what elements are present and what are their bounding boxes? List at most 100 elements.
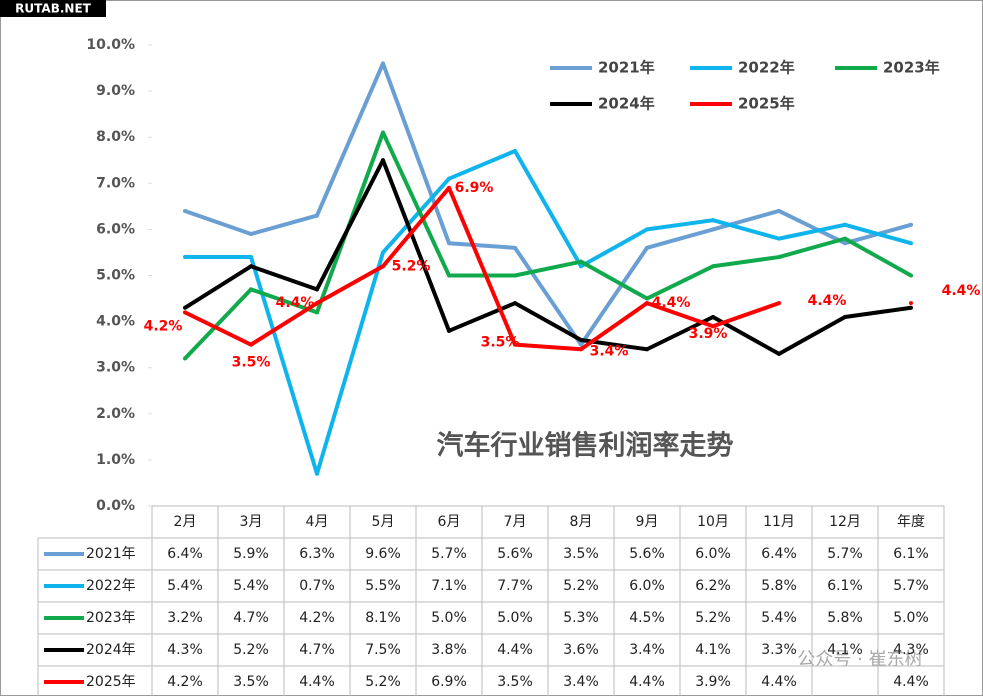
data-label: 3.9% [689, 326, 728, 342]
point [513, 342, 517, 347]
table-cell: 6.4% [761, 546, 797, 562]
point [645, 227, 649, 232]
point [249, 264, 253, 269]
point [711, 314, 715, 319]
data-label: 3.4% [590, 343, 629, 359]
y-tick-label: 8.0% [96, 129, 135, 145]
point [711, 227, 715, 232]
point [909, 222, 913, 227]
table-cell: 5.3% [563, 610, 599, 626]
table-cell: 3.5% [497, 674, 533, 690]
x-tick-label: 6月 [438, 514, 461, 530]
x-tick-label: 11月 [763, 514, 795, 530]
point [645, 301, 649, 306]
point [447, 185, 451, 190]
table-cell: 3.3% [761, 642, 797, 658]
table-cell: 5.4% [233, 578, 269, 594]
x-tick-label: 3月 [240, 514, 263, 530]
point [711, 324, 715, 329]
table-cell: 6.1% [827, 578, 863, 594]
table-cell: 3.9% [695, 674, 731, 690]
point [513, 301, 517, 306]
point [579, 347, 583, 352]
table-cell: 6.9% [431, 674, 467, 690]
point [777, 351, 781, 356]
point [381, 250, 385, 255]
table-cell: 5.9% [233, 546, 269, 562]
legend-label: 2024年 [598, 95, 655, 113]
point [909, 301, 913, 306]
point [711, 264, 715, 269]
data-label: 6.9% [455, 180, 494, 196]
point [777, 236, 781, 241]
table-cell: 5.7% [431, 546, 467, 562]
table-cell: 4.7% [299, 642, 335, 658]
table-cell: 4.5% [629, 610, 665, 626]
point [645, 347, 649, 352]
y-tick-label: 5.0% [96, 268, 135, 284]
legend-label: 2021年 [598, 59, 655, 77]
point [183, 255, 187, 260]
table-cell: 6.0% [629, 578, 665, 594]
point [183, 305, 187, 310]
table-cell: 7.5% [365, 642, 401, 658]
y-tick-label: 4.0% [96, 314, 135, 330]
data-label: 4.4% [942, 283, 981, 299]
y-tick-label: 3.0% [96, 360, 135, 376]
table-cell: 6.3% [299, 546, 335, 562]
point [777, 208, 781, 213]
data-label: 4.4% [276, 295, 315, 311]
table-cell: 5.4% [167, 578, 203, 594]
point [315, 310, 319, 315]
table-cell: 3.5% [563, 546, 599, 562]
point [183, 208, 187, 213]
point [843, 314, 847, 319]
point [249, 232, 253, 237]
chart-title: 汽车行业销售利润率走势 [437, 430, 734, 462]
data-label: 3.5% [232, 355, 271, 371]
watermark: RUTAB.NET [15, 2, 91, 16]
legend-label: 2022年 [738, 59, 795, 77]
x-tick-label: 10月 [697, 514, 729, 530]
table-cell: 5.8% [827, 610, 863, 626]
point [579, 338, 583, 343]
point [513, 149, 517, 154]
source-watermark: 公众号 · 崔东树 [797, 649, 922, 670]
table-cell: 5.0% [497, 610, 533, 626]
point [909, 273, 913, 278]
table-cell: 5.4% [761, 610, 797, 626]
legend-label: 2025年 [738, 95, 795, 113]
data-label: 4.2% [144, 318, 183, 334]
point [843, 241, 847, 246]
point [447, 176, 451, 181]
y-tick-label: 9.0% [96, 83, 135, 99]
table-cell: 5.2% [563, 578, 599, 594]
x-tick-label: 9月 [636, 514, 659, 530]
table-cell: 4.4% [629, 674, 665, 690]
table-cell: 3.4% [563, 674, 599, 690]
point [447, 273, 451, 278]
y-tick-label: 0.0% [96, 498, 135, 514]
point [249, 287, 253, 292]
data-label: 4.4% [652, 295, 691, 311]
point [513, 245, 517, 250]
y-tick-label: 7.0% [96, 175, 135, 191]
point [381, 264, 385, 269]
x-tick-label: 4月 [306, 514, 329, 530]
table-series-name: 2021年 [86, 546, 136, 562]
point [315, 287, 319, 292]
table-cell: 5.0% [431, 610, 467, 626]
x-tick-label: 8月 [570, 514, 593, 530]
point [183, 310, 187, 315]
table-cell: 6.1% [893, 546, 929, 562]
table-cell: 9.6% [365, 546, 401, 562]
point [579, 259, 583, 264]
table-cell: 5.8% [761, 578, 797, 594]
table-series-name: 2025年 [86, 674, 136, 690]
table-cell: 3.4% [629, 642, 665, 658]
table-cell: 7.1% [431, 578, 467, 594]
table-cell: 5.0% [893, 610, 929, 626]
point [645, 296, 649, 301]
table-cell: 6.2% [695, 578, 731, 594]
